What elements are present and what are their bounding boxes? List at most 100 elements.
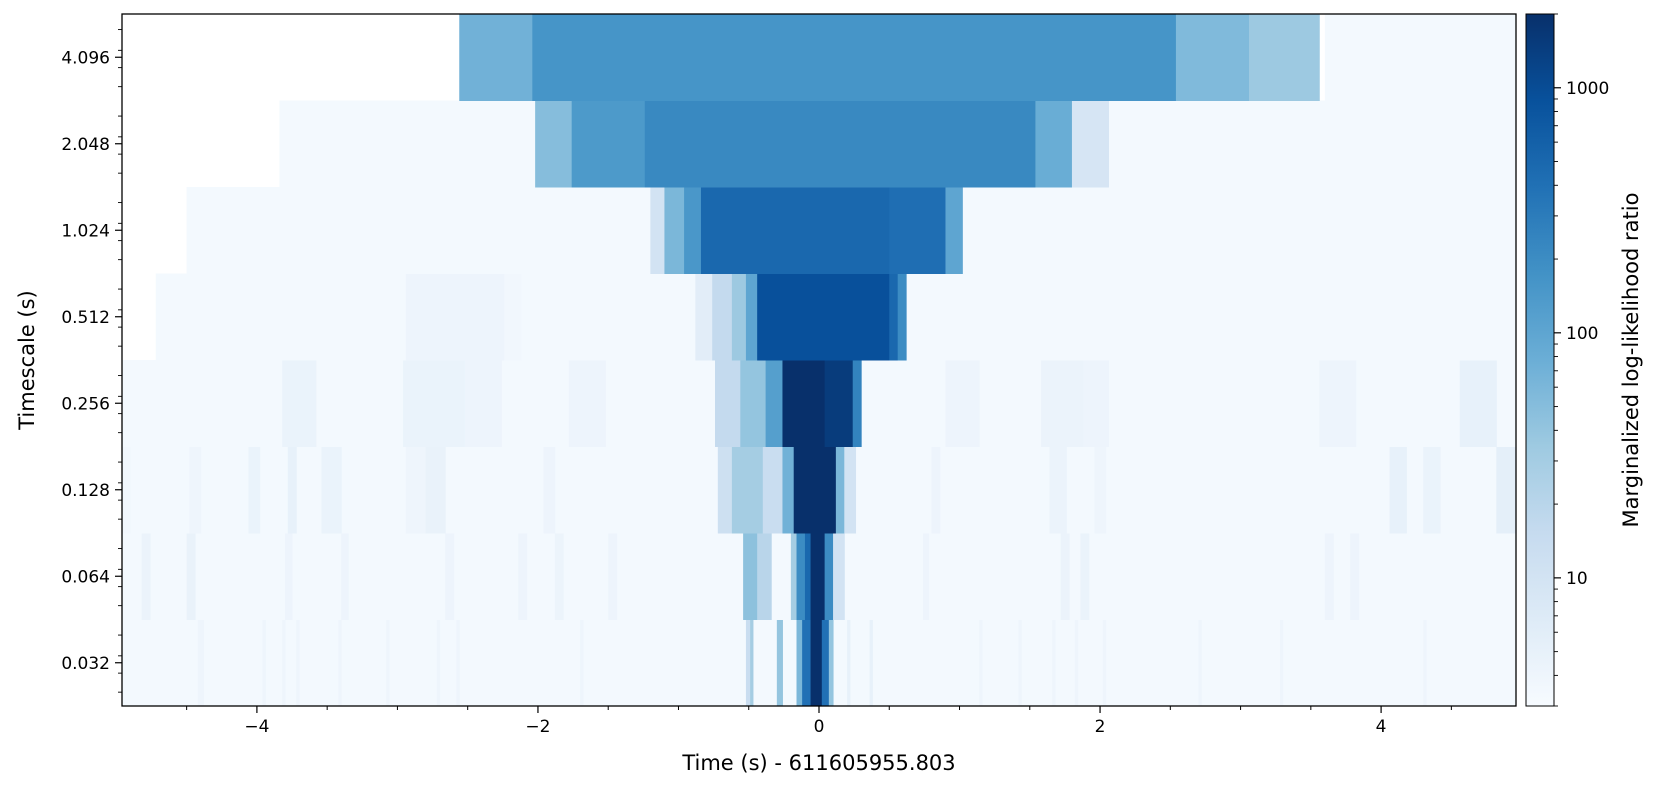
heatmap-cell bbox=[802, 619, 812, 706]
heatmap-cell bbox=[1350, 533, 1360, 620]
heatmap-cell bbox=[1175, 14, 1250, 101]
heatmap-cell bbox=[425, 446, 446, 534]
heatmap-cell bbox=[715, 360, 741, 447]
heatmap-cell bbox=[287, 446, 297, 534]
heatmap-cells bbox=[122, 14, 1516, 706]
heatmap-cell bbox=[745, 619, 751, 706]
heatmap-cell bbox=[543, 446, 556, 534]
heatmap-cell bbox=[1083, 360, 1109, 447]
heatmap-cell bbox=[762, 446, 783, 534]
y-axis-label: Timescale (s) bbox=[15, 290, 39, 431]
heatmap-cell bbox=[731, 273, 747, 361]
heatmap-cell bbox=[889, 187, 946, 274]
heatmap-cell bbox=[852, 360, 862, 447]
heatmap-cell bbox=[844, 446, 857, 534]
heatmap-cell bbox=[782, 360, 826, 447]
heatmap-cell bbox=[518, 533, 528, 620]
heatmap-cell bbox=[821, 619, 830, 706]
heatmap-cell bbox=[695, 273, 713, 361]
x-tick-label: 4 bbox=[1376, 717, 1387, 737]
heatmap-cell bbox=[405, 273, 505, 361]
heatmap-cell bbox=[833, 533, 845, 620]
heatmap-cell bbox=[922, 533, 930, 620]
heatmap-cell bbox=[1071, 100, 1109, 188]
heatmap-cell bbox=[1279, 619, 1284, 706]
heatmap-cell bbox=[338, 619, 342, 706]
heatmap-cell bbox=[664, 187, 685, 274]
heatmap-cell bbox=[504, 273, 522, 361]
heatmap-cell bbox=[285, 533, 293, 620]
heatmap-cell bbox=[580, 619, 584, 706]
x-tick-label: 0 bbox=[814, 717, 825, 737]
y-tick-label: 0.256 bbox=[61, 394, 110, 414]
heatmap-cell bbox=[456, 619, 460, 706]
y-tick-label: 2.048 bbox=[61, 135, 110, 155]
heatmap-cell bbox=[700, 187, 890, 274]
heatmap-cell bbox=[644, 100, 1036, 188]
heatmap-cell bbox=[793, 446, 837, 534]
heatmap-cell bbox=[1094, 446, 1107, 534]
heatmap-cell bbox=[1080, 533, 1090, 620]
heatmap-cell bbox=[1052, 619, 1056, 706]
heatmap-cell bbox=[568, 360, 606, 447]
heatmap-cell bbox=[1423, 446, 1441, 534]
heatmap-cell bbox=[824, 360, 854, 447]
plot-area bbox=[121, 13, 1517, 707]
colorbar: 10 100 1000 bbox=[1525, 13, 1609, 707]
heatmap-cell bbox=[869, 619, 873, 706]
heatmap-cell bbox=[571, 100, 646, 188]
heatmap-cell bbox=[1060, 533, 1070, 620]
heatmap-cell bbox=[743, 533, 758, 620]
colorbar-tick-label: 10 bbox=[1566, 569, 1588, 589]
heatmap-cell bbox=[717, 446, 733, 534]
heatmap-cell bbox=[248, 446, 261, 534]
heatmap-cell bbox=[790, 533, 798, 620]
heatmap-cell bbox=[796, 533, 806, 620]
heatmap-cell bbox=[321, 446, 342, 534]
heatmap-cell bbox=[684, 187, 702, 274]
heatmap-cell bbox=[122, 446, 131, 534]
heatmap-cell bbox=[1041, 360, 1084, 447]
y-tick-label: 0.032 bbox=[61, 654, 110, 674]
heatmap-cell bbox=[796, 619, 803, 706]
heatmap-cell bbox=[931, 446, 941, 534]
heatmap-cell bbox=[745, 273, 758, 361]
heatmap-cell bbox=[1018, 619, 1022, 706]
heatmap-cell bbox=[554, 533, 564, 620]
heatmap-cell bbox=[296, 619, 300, 706]
x-axis-label: Time (s) - 611605955.803 bbox=[681, 751, 955, 775]
heatmap-cell bbox=[386, 619, 390, 706]
heatmap-cell bbox=[804, 533, 812, 620]
heatmap-cell bbox=[1249, 14, 1320, 101]
heatmap-cell bbox=[945, 360, 980, 447]
heatmap-cell bbox=[445, 533, 455, 620]
y-tick-label: 1.024 bbox=[61, 221, 110, 241]
y-axis: 0.032 0.064 0.128 0.256 0.512 1.024 2.048 4.096 bbox=[61, 29, 122, 693]
colorbar-gradient bbox=[1525, 13, 1555, 707]
heatmap-cell bbox=[847, 619, 851, 706]
heatmap-cell bbox=[824, 533, 834, 620]
heatmap-cell bbox=[810, 619, 823, 706]
heatmap-cell bbox=[731, 446, 764, 534]
heatmap-cell bbox=[1074, 619, 1079, 706]
heatmap-cell bbox=[835, 446, 845, 534]
colorbar-ticks: 10 100 1000 bbox=[1554, 13, 1609, 707]
heatmap-cell bbox=[608, 533, 618, 620]
heatmap-cell bbox=[979, 619, 983, 706]
heatmap-cell bbox=[282, 360, 317, 447]
heatmap-cell bbox=[757, 273, 890, 361]
x-tick-label: −4 bbox=[244, 717, 269, 737]
heatmap-cell bbox=[535, 100, 573, 188]
heatmap-cell bbox=[1389, 446, 1407, 534]
heatmap-cell bbox=[1324, 533, 1334, 620]
heatmap-cell bbox=[197, 619, 205, 706]
heatmap-cell bbox=[189, 446, 202, 534]
y-tick-label: 0.512 bbox=[61, 308, 110, 328]
heatmap-cell bbox=[459, 14, 533, 101]
heatmap-cell bbox=[740, 360, 767, 447]
heatmap-cell bbox=[532, 14, 1177, 101]
heatmap-cell bbox=[897, 273, 907, 361]
heatmap-cell bbox=[141, 533, 151, 620]
colorbar-label: Marginalized log-likelihood ratio bbox=[1619, 193, 1643, 528]
